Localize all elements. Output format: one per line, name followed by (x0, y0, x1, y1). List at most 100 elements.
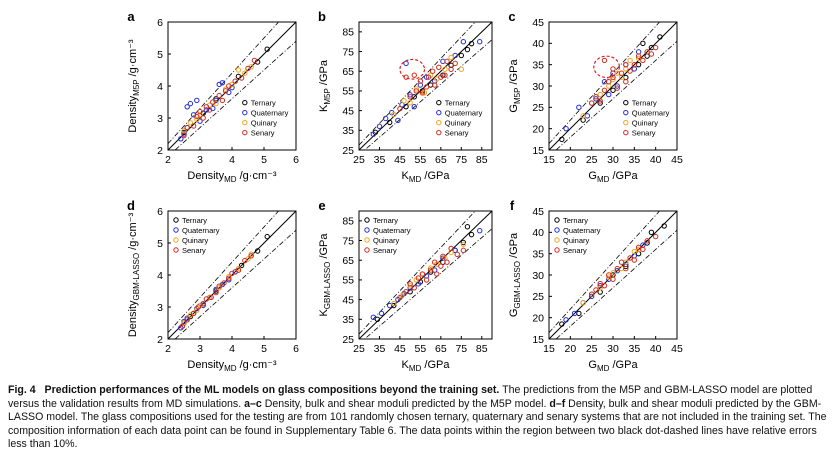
data-point (206, 107, 213, 113)
y-tick-label: 25 (532, 291, 544, 303)
data-point (644, 238, 650, 244)
data-point (423, 277, 430, 283)
x-tick-label: 45 (671, 343, 683, 355)
data-point (254, 248, 261, 254)
legend-marker (364, 217, 370, 223)
data-point (610, 87, 616, 93)
y-tick-label: 25 (342, 334, 354, 346)
data-point (597, 91, 603, 98)
panel-d: 2 3 4 5 6 2 3 4 5 6 d DensityMD /g·cm⁻³ DensityGBM-L… (127, 198, 299, 373)
data-point (627, 68, 633, 74)
x-tick-label: 25 (353, 154, 365, 166)
data-point (419, 90, 426, 96)
x-tick-label: 15 (543, 154, 555, 166)
data-point (438, 74, 444, 80)
x-axis-label: GMD /GPa (588, 359, 638, 373)
x-tick-label: 75 (455, 154, 467, 166)
data-point (432, 259, 438, 265)
y-tick-label: 75 (342, 46, 354, 58)
data-point (610, 270, 616, 276)
x-tick-label: 2 (165, 154, 171, 166)
data-point (370, 314, 377, 321)
legend-label: Senary (445, 128, 469, 137)
x-tick-label: 5 (261, 154, 267, 166)
data-point (436, 64, 442, 70)
y-axis-label: GGBM-LASSO /GPa (508, 232, 522, 317)
y-tick-label: 15 (532, 334, 544, 346)
data-point (391, 300, 397, 307)
data-point (411, 285, 417, 291)
y-axis-label: GM5P /GPa (508, 59, 522, 113)
data-point (454, 251, 460, 258)
lower-error-bound-line (555, 40, 677, 150)
data-point (444, 259, 450, 265)
y-axis-label: KM5P /GPa (318, 59, 332, 112)
data-point (194, 305, 200, 312)
x-tick-label: 45 (671, 154, 683, 166)
y-tick-label: 55 (342, 86, 354, 98)
data-point (190, 310, 197, 317)
y-tick-label: 75 (342, 235, 354, 247)
data-point (452, 52, 458, 59)
legend-marker (554, 247, 560, 253)
upper-error-bound-line (168, 22, 280, 144)
data-point (251, 57, 258, 64)
data-point (588, 293, 595, 300)
legend-label: Ternary (563, 216, 588, 225)
data-point (181, 129, 187, 136)
data-point (386, 119, 393, 126)
caption-body: The predictions from the M5P and GBM-LAS… (8, 384, 813, 410)
series-quinary (580, 246, 642, 306)
y-tick-label: 30 (532, 81, 544, 93)
legend-marker (436, 99, 442, 106)
x-tick-label: 4 (229, 154, 235, 166)
data-point (197, 108, 203, 115)
data-point (178, 325, 184, 331)
series-quaternary (370, 227, 483, 321)
series-ternary (372, 40, 475, 135)
data-point (184, 315, 190, 321)
data-point (635, 53, 642, 59)
data-point (203, 104, 210, 110)
data-point (606, 274, 612, 280)
data-point (580, 113, 586, 119)
data-point (238, 75, 245, 81)
data-point (571, 310, 578, 317)
data-point (464, 224, 471, 230)
legend-marker (242, 109, 248, 116)
data-point (614, 268, 620, 274)
legend-label: Quinary (373, 236, 400, 245)
data-point (235, 67, 242, 73)
data-point (597, 280, 603, 287)
data-point (194, 113, 200, 120)
x-tick-label: 30 (607, 154, 619, 166)
data-point (597, 98, 603, 104)
y-tick-label: 2 (157, 145, 163, 157)
panel-letter: d (127, 198, 135, 213)
legend-label: Senary (182, 246, 206, 255)
x-tick-label: 35 (374, 154, 386, 166)
legend-label: Senary (251, 128, 275, 137)
series-quaternary (178, 80, 235, 142)
data-point (421, 90, 428, 96)
data-point (242, 257, 248, 264)
data-point (610, 70, 616, 76)
caption-title: Prediction performances of the ML models… (44, 384, 500, 396)
data-point (648, 229, 655, 236)
y-tick-label: 5 (157, 238, 163, 250)
x-tick-label: 55 (415, 343, 427, 355)
legend-marker (242, 99, 248, 106)
y-tick-label: 45 (342, 105, 354, 117)
data-point (419, 271, 426, 277)
legend-label: Senary (563, 246, 587, 255)
data-point (413, 88, 419, 94)
data-point (434, 271, 440, 277)
series-senary (397, 58, 458, 112)
data-point (610, 66, 616, 72)
data-point (187, 120, 194, 126)
data-point (213, 288, 219, 294)
legend-marker (436, 109, 442, 116)
legend-label: Quaternary (182, 226, 220, 235)
data-point (631, 66, 638, 72)
